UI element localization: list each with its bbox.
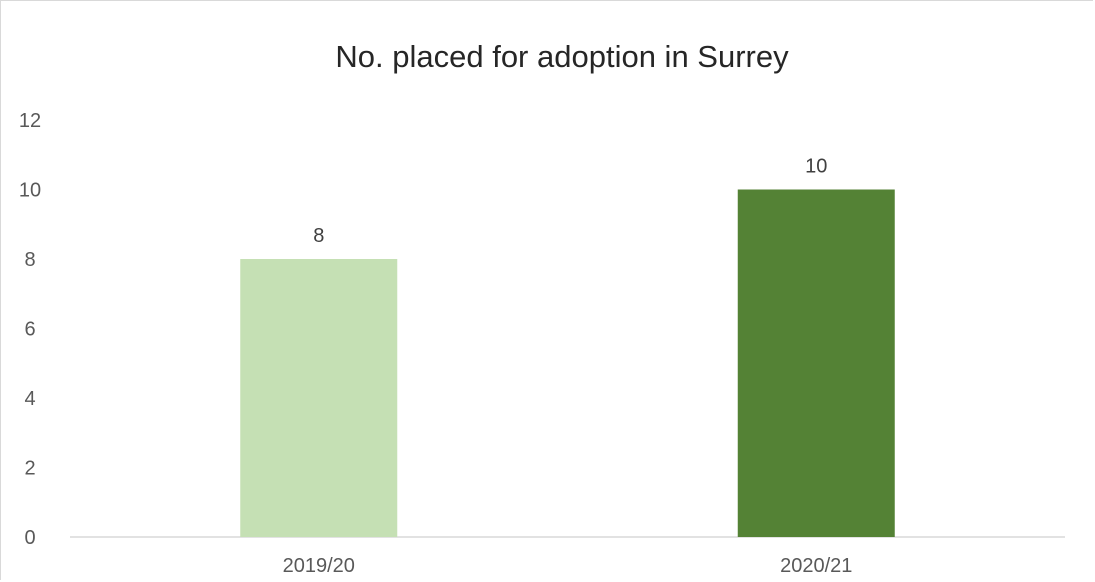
data-label: 10 xyxy=(805,156,827,178)
bar-2020-21 xyxy=(737,189,895,537)
y-tick-label: 4 xyxy=(24,388,35,410)
data-labels: 8 10 xyxy=(313,156,827,248)
data-label: 8 xyxy=(313,225,324,247)
y-tick-label: 12 xyxy=(19,110,41,132)
y-axis-ticks: 0 2 4 6 8 10 12 xyxy=(19,110,41,549)
x-category-label: 2019/20 xyxy=(283,555,355,577)
y-tick-label: 10 xyxy=(19,180,41,202)
bar-2019-20 xyxy=(240,259,398,537)
x-category-label: 2020/21 xyxy=(780,555,852,577)
y-tick-label: 0 xyxy=(24,527,35,549)
chart-title: No. placed for adoption in Surrey xyxy=(335,39,789,74)
y-tick-label: 6 xyxy=(24,319,35,341)
x-axis-ticks: 2019/20 2020/21 xyxy=(283,555,853,577)
y-tick-label: 2 xyxy=(24,458,35,480)
y-tick-label: 8 xyxy=(24,249,35,271)
bars xyxy=(240,189,895,537)
